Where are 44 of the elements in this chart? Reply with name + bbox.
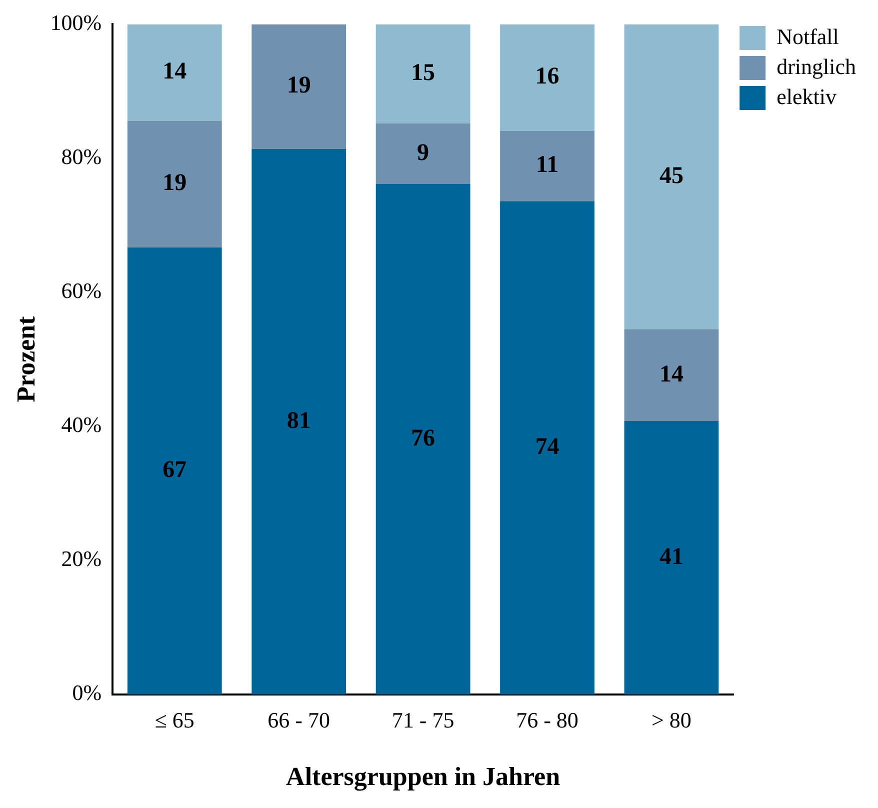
bar <box>127 24 222 121</box>
y-axis-title: Prozent <box>11 316 40 402</box>
data-label: 14 <box>162 58 187 85</box>
bar <box>376 123 470 184</box>
y-tick-label: 40% <box>61 412 102 438</box>
x-tick-label: > 80 <box>652 707 692 732</box>
data-label: 19 <box>286 72 311 99</box>
data-label: 81 <box>286 408 311 434</box>
data-label: 14 <box>659 361 684 388</box>
x-tick-label: ≤ 65 <box>154 707 194 732</box>
data-label: 16 <box>535 64 560 90</box>
bar <box>624 329 719 421</box>
bar <box>500 201 594 694</box>
data-label: 41 <box>659 544 684 570</box>
x-tick-label: 76 - 80 <box>516 707 578 732</box>
bar <box>127 247 222 694</box>
legend-label: Notfall <box>776 24 839 49</box>
y-tick-label: 80% <box>61 144 102 170</box>
bar <box>252 148 346 694</box>
bar <box>252 24 346 149</box>
bar <box>376 184 470 694</box>
data-label: 67 <box>162 457 187 484</box>
data-label: 11 <box>536 152 559 178</box>
data-label: 74 <box>535 434 560 460</box>
x-axis-title: Altersgruppen in Jahren <box>286 762 561 792</box>
data-label: 9 <box>417 140 430 166</box>
legend-label: elektiv <box>776 84 836 109</box>
bar <box>376 24 470 124</box>
y-tick-label: 100% <box>50 10 102 35</box>
data-label: 76 <box>411 425 436 452</box>
bar <box>500 24 594 131</box>
x-tick-label: 71 - 75 <box>392 707 454 732</box>
data-label: 19 <box>162 170 187 196</box>
bar <box>127 120 222 248</box>
x-tick-label: 66 - 70 <box>268 707 330 732</box>
y-tick-label: 60% <box>61 278 102 304</box>
y-tick-label: 0% <box>72 680 102 706</box>
bar <box>624 420 719 694</box>
bar <box>500 130 594 202</box>
legend-label: dringlich <box>776 54 856 79</box>
data-label: 45 <box>659 162 684 189</box>
bar <box>624 24 719 330</box>
data-label: 15 <box>411 60 436 86</box>
y-tick-label: 20% <box>61 546 102 572</box>
